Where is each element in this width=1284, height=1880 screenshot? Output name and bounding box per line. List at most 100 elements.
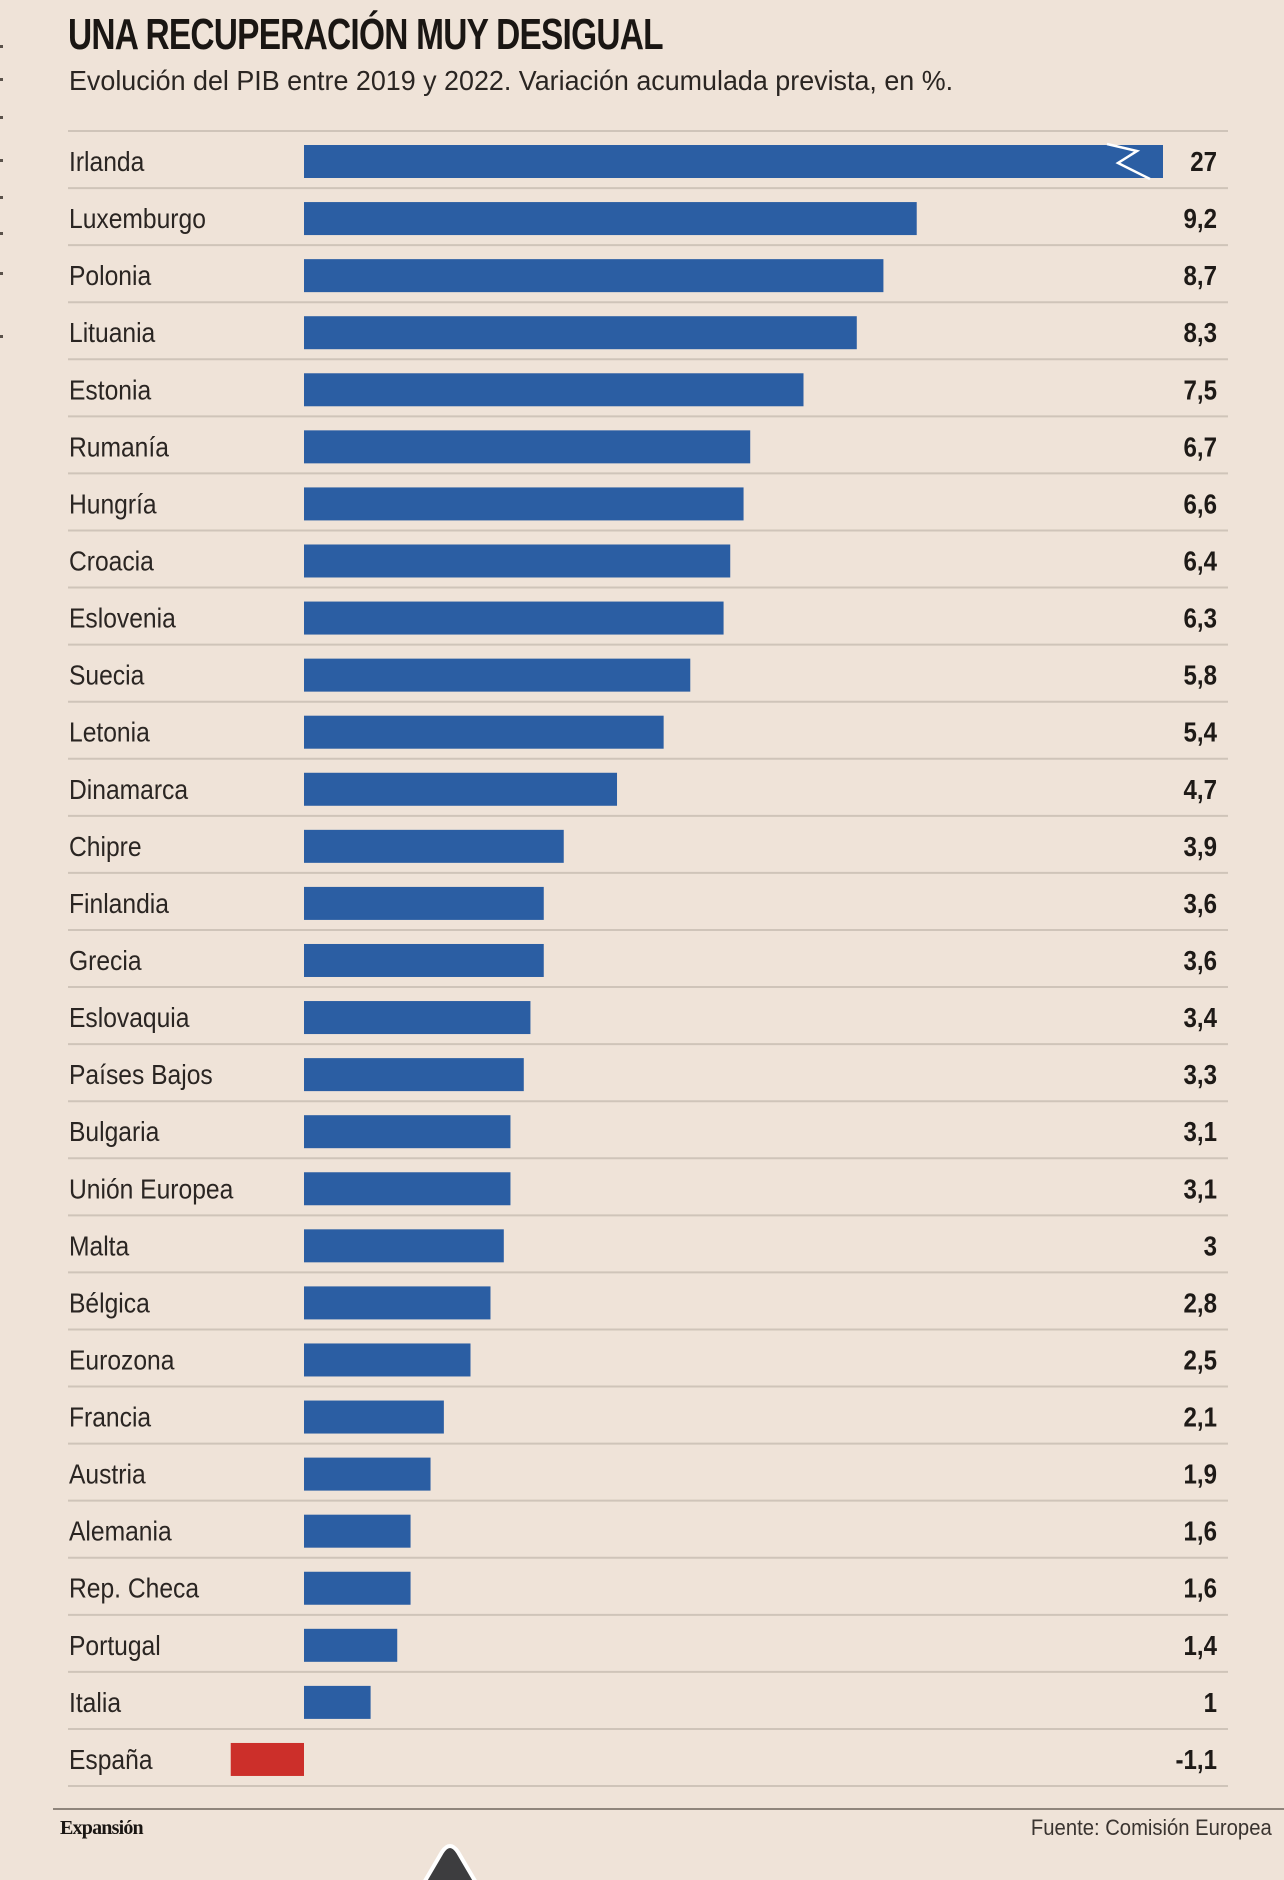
value-label: 1 bbox=[1204, 1686, 1217, 1718]
value-label: 6,7 bbox=[1184, 431, 1217, 463]
bar-finlandia bbox=[304, 886, 544, 920]
category-label: Italia bbox=[69, 1686, 121, 1718]
category-label: Suecia bbox=[69, 659, 145, 691]
value-label: 27 bbox=[1190, 145, 1217, 177]
category-label: Bulgaria bbox=[69, 1116, 160, 1148]
bar-polonia bbox=[304, 259, 884, 293]
category-label: Letonia bbox=[69, 716, 150, 748]
category-label: Croacia bbox=[69, 545, 154, 577]
edge-artifact bbox=[0, 196, 3, 199]
value-label: 2,1 bbox=[1184, 1401, 1217, 1433]
category-label: Unión Europea bbox=[69, 1173, 234, 1205]
category-label: Finlandia bbox=[69, 887, 169, 919]
publication-logo: Expansión bbox=[60, 1817, 144, 1839]
value-label: 6,6 bbox=[1184, 488, 1217, 520]
value-label: 3,3 bbox=[1184, 1058, 1217, 1090]
value-label: 3,6 bbox=[1184, 887, 1217, 919]
category-label: Portugal bbox=[69, 1629, 161, 1661]
bar-francia bbox=[304, 1400, 444, 1434]
category-label: España bbox=[69, 1743, 153, 1775]
bar-eurozona bbox=[304, 1343, 471, 1377]
bar-malta bbox=[304, 1229, 504, 1263]
category-label: Grecia bbox=[69, 944, 142, 976]
bar-suecia bbox=[304, 658, 691, 692]
category-label: Bélgica bbox=[69, 1287, 150, 1319]
bar-letonia bbox=[304, 715, 664, 749]
value-label: 7,5 bbox=[1184, 374, 1217, 406]
edge-artifact bbox=[0, 116, 3, 119]
bar-eslovenia bbox=[304, 601, 724, 635]
value-label: 3,9 bbox=[1184, 830, 1217, 862]
value-label: 4,7 bbox=[1184, 773, 1217, 805]
value-label: 5,8 bbox=[1184, 659, 1217, 691]
category-label: Alemania bbox=[69, 1515, 172, 1547]
bar-unión-europea bbox=[304, 1172, 511, 1206]
bar-rumanía bbox=[304, 430, 751, 464]
bar-luxemburgo bbox=[304, 202, 917, 236]
category-label: Austria bbox=[69, 1458, 146, 1490]
value-label: 9,2 bbox=[1184, 202, 1217, 234]
value-label: 1,4 bbox=[1184, 1629, 1218, 1661]
chart-subtitle: Evolución del PIB entre 2019 y 2022. Var… bbox=[69, 65, 954, 96]
edge-artifact bbox=[0, 78, 3, 81]
value-label: 1,6 bbox=[1184, 1572, 1217, 1604]
edge-artifact bbox=[0, 272, 3, 275]
bar-bélgica bbox=[304, 1286, 491, 1320]
category-label: Dinamarca bbox=[69, 773, 188, 805]
bar-grecia bbox=[304, 943, 544, 977]
bar-hungría bbox=[304, 487, 744, 521]
bar-portugal bbox=[304, 1628, 398, 1662]
value-label: 3 bbox=[1204, 1230, 1217, 1262]
scroll-up-icon bbox=[423, 1843, 477, 1880]
category-label: Irlanda bbox=[69, 146, 145, 178]
value-label: 6,4 bbox=[1184, 545, 1218, 577]
scroll-up-button[interactable] bbox=[418, 1840, 482, 1880]
edge-artifact bbox=[0, 45, 3, 48]
value-label: 3,6 bbox=[1184, 944, 1217, 976]
edge-artifact bbox=[0, 335, 3, 338]
bar-austria bbox=[304, 1457, 431, 1491]
bar-estonia bbox=[304, 373, 804, 407]
value-label: 1,9 bbox=[1184, 1458, 1217, 1490]
category-label: Hungría bbox=[69, 488, 157, 520]
value-label: 2,5 bbox=[1184, 1344, 1217, 1376]
category-label: Eurozona bbox=[69, 1344, 175, 1376]
bar-países-bajos bbox=[304, 1058, 524, 1092]
edge-artifact bbox=[0, 232, 3, 235]
category-label: Países Bajos bbox=[69, 1059, 213, 1091]
bar-croacia bbox=[304, 544, 731, 578]
chart-title: UNA RECUPERACIÓN MUY DESIGUAL bbox=[68, 10, 664, 59]
category-label: Lituania bbox=[69, 317, 156, 349]
bar-bulgaria bbox=[304, 1115, 511, 1149]
value-label: 2,8 bbox=[1184, 1287, 1217, 1319]
category-label: Eslovaquia bbox=[69, 1002, 190, 1034]
value-label: 1,6 bbox=[1184, 1515, 1217, 1547]
bar-eslovaquia bbox=[304, 1001, 531, 1035]
category-label: Malta bbox=[69, 1230, 130, 1262]
bar-dinamarca bbox=[304, 772, 618, 806]
category-label: Chipre bbox=[69, 830, 142, 862]
category-label: Polonia bbox=[69, 260, 151, 292]
bar-italia bbox=[304, 1685, 371, 1719]
axis-break-mark bbox=[1106, 142, 1151, 181]
category-label: Rumanía bbox=[69, 431, 169, 463]
bar-irlanda bbox=[304, 145, 1163, 178]
value-label: 6,3 bbox=[1184, 602, 1217, 634]
source-note: Fuente: Comisión Europea bbox=[1031, 1815, 1272, 1840]
edge-artifact bbox=[0, 159, 3, 162]
bar-chart: Irlanda 27 Luxemburgo 9,2 Polonia 8,7 Lituania… bbox=[68, 130, 1228, 1788]
footer-divider bbox=[53, 1808, 1284, 1810]
category-label: Rep. Checa bbox=[69, 1572, 199, 1604]
bar-rep-checa bbox=[304, 1571, 411, 1605]
value-label: 8,3 bbox=[1184, 316, 1217, 348]
bar-lituania bbox=[304, 316, 857, 350]
category-label: Eslovenia bbox=[69, 602, 176, 634]
value-label: 3,4 bbox=[1184, 1001, 1218, 1033]
bar-alemania bbox=[304, 1514, 411, 1548]
bar-chipre bbox=[304, 829, 564, 863]
value-label: -1,1 bbox=[1176, 1743, 1217, 1775]
value-label: 3,1 bbox=[1184, 1173, 1217, 1205]
value-label: 8,7 bbox=[1184, 259, 1217, 291]
category-label: Luxemburgo bbox=[69, 203, 206, 235]
category-label: Francia bbox=[69, 1401, 151, 1433]
